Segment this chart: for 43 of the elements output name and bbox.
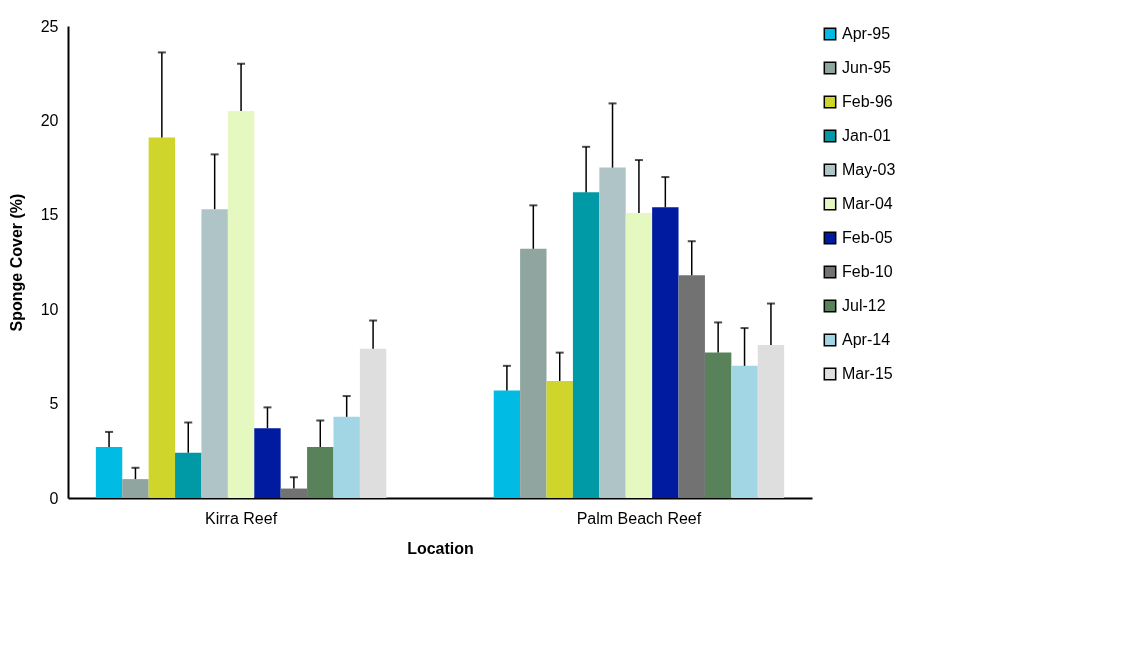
bar <box>122 479 149 498</box>
y-axis-title: Sponge Cover (%) <box>7 193 25 332</box>
legend-label: Feb-96 <box>842 93 893 110</box>
y-tick-label: 5 <box>49 395 59 413</box>
bar <box>625 212 653 498</box>
bar <box>201 209 228 498</box>
legend-label: May-03 <box>842 161 896 178</box>
bar <box>254 428 281 498</box>
x-tick-label: Kirra Reef <box>205 509 278 527</box>
bar <box>280 488 308 498</box>
y-tick-label: 25 <box>40 17 59 35</box>
bar <box>333 416 360 498</box>
bar <box>520 248 547 498</box>
bar <box>546 380 573 498</box>
bar <box>359 348 387 498</box>
y-tick-label: 20 <box>40 111 59 129</box>
bar <box>227 110 255 498</box>
legend-label: Mar-04 <box>842 195 893 212</box>
bar <box>731 365 758 498</box>
bar <box>148 137 176 498</box>
legend-label: Apr-14 <box>842 331 891 348</box>
legend-label: Jan-01 <box>842 127 892 144</box>
y-tick-label: 10 <box>40 300 59 318</box>
bar <box>678 275 705 498</box>
bar <box>599 167 626 498</box>
bar <box>175 452 202 498</box>
bar <box>307 447 334 498</box>
legend-label: Jun-95 <box>842 59 892 76</box>
y-tick-label: 0 <box>49 489 59 507</box>
legend-label: Feb-10 <box>842 263 893 280</box>
legend-label: Mar-15 <box>842 365 893 382</box>
bar <box>652 207 679 498</box>
legend-label: Apr-95 <box>842 25 891 42</box>
bar <box>572 192 600 498</box>
bar <box>704 352 732 498</box>
y-tick-label: 15 <box>40 206 59 224</box>
x-axis-title: Location <box>407 539 474 557</box>
legend-label: Feb-05 <box>842 229 893 246</box>
bar <box>95 447 123 498</box>
bar <box>493 390 521 498</box>
legend-label: Jul-12 <box>842 297 886 314</box>
x-tick-label: Palm Beach Reef <box>576 509 702 527</box>
bar <box>757 345 785 498</box>
